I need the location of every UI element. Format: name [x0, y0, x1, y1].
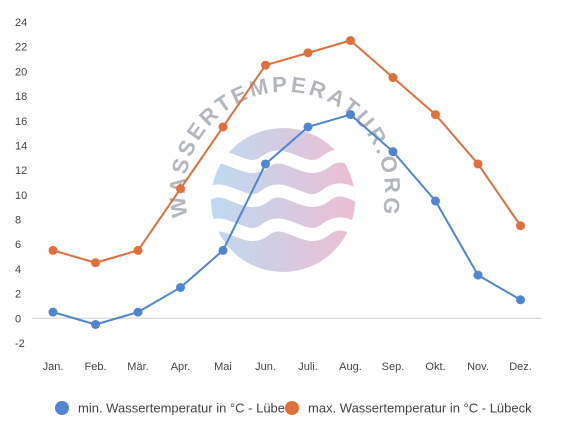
x-tick-label: Nov. [467, 361, 489, 373]
y-tick-label: 24 [15, 17, 27, 29]
y-tick-label: 4 [15, 264, 21, 276]
x-tick-label: Aug. [339, 361, 362, 373]
x-tick-label: Dez. [509, 361, 532, 373]
y-tick-label: 16 [15, 116, 27, 128]
data-point [218, 245, 228, 255]
y-tick-label: -2 [15, 338, 25, 350]
x-tick-label: Jan. [43, 361, 64, 373]
legend-marker [285, 401, 299, 415]
series-line [52, 39, 522, 264]
x-tick-label: Mai [214, 361, 232, 373]
data-point [176, 184, 185, 194]
chart-series [48, 36, 525, 329]
legend-label: min. Wassertemperatur in °C - Lübeck [78, 401, 299, 416]
data-point [261, 60, 270, 70]
y-tick-label: 14 [15, 140, 27, 152]
x-tick-label: Juli. [298, 361, 318, 373]
y-tick-label: 0 [15, 313, 21, 325]
data-point [346, 110, 355, 120]
series-line [52, 113, 522, 326]
data-point [48, 245, 58, 255]
data-point [133, 307, 143, 317]
legend-marker [55, 401, 69, 415]
y-tick-label: 8 [15, 215, 21, 227]
data-point [346, 36, 355, 46]
data-point [48, 307, 58, 317]
legend-item: max. Wassertemperatur in °C - Lübeck [285, 401, 532, 416]
data-point [218, 122, 228, 132]
data-point [473, 270, 483, 280]
y-tick-label: 18 [15, 91, 27, 103]
data-point [176, 282, 185, 292]
chart-legend: min. Wassertemperatur in °C - Lübeck max.… [55, 401, 532, 416]
data-point [516, 295, 525, 305]
x-tick-label: Jun. [255, 361, 276, 373]
watermark-logo: WASSERTEMPERATUR.ORG [165, 72, 402, 272]
data-point [388, 73, 398, 83]
data-point [388, 147, 398, 157]
y-tick-label: 12 [15, 165, 27, 177]
data-point [431, 110, 440, 120]
data-point [516, 221, 525, 231]
x-tick-label: Feb. [84, 361, 106, 373]
data-point [91, 319, 100, 329]
x-tick-label: Mär. [127, 361, 148, 373]
legend-label: max. Wassertemperatur in °C - Lübeck [308, 401, 532, 416]
y-tick-label: 10 [15, 190, 27, 202]
data-point [303, 48, 313, 58]
y-tick-label: 6 [15, 239, 21, 251]
y-tick-label: 20 [15, 66, 27, 78]
x-tick-label: Sep. [382, 361, 405, 373]
data-point [133, 245, 143, 255]
data-point [431, 196, 440, 206]
x-tick-label: Okt. [425, 361, 445, 373]
y-tick-label: 2 [15, 289, 21, 301]
data-point [261, 159, 270, 169]
data-point [91, 258, 100, 268]
series-max [48, 36, 525, 268]
y-tick-label: 22 [15, 42, 27, 54]
x-tick-label: Apr. [171, 361, 191, 373]
data-point [473, 159, 483, 169]
data-point [303, 122, 313, 132]
series-min [48, 110, 525, 329]
legend-item: min. Wassertemperatur in °C - Lübeck [55, 401, 299, 416]
